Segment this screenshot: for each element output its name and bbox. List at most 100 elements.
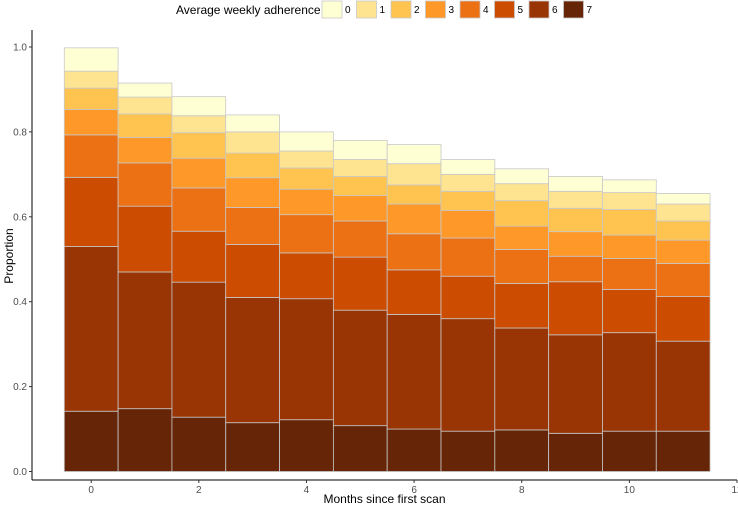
x-tick-label: 2 <box>196 485 202 496</box>
bar-segment-month-1-level-3 <box>117 137 173 164</box>
bar-segment-month-9-level-4 <box>548 255 603 283</box>
legend: Average weekly adherence 0 1 2 3 4 5 6 7 <box>176 0 593 19</box>
legend-label-5: 5 <box>518 5 524 16</box>
x-ticks: 0 2 4 6 8 10 12 <box>88 480 738 496</box>
axes: 0 2 4 6 8 10 12 0.0 0.2 0.4 0.6 0.8 1.0 <box>13 30 738 496</box>
bar-segment-month-4-level-5 <box>279 252 334 300</box>
bar-segment-month-7-level-2 <box>440 190 496 211</box>
bar-segment-month-6-level-7 <box>386 428 442 472</box>
legend-label-7: 7 <box>587 5 593 16</box>
y-tick-label: 0.6 <box>13 212 27 223</box>
legend-key-5 <box>494 0 515 19</box>
bar-segment-month-4-level-6 <box>279 298 334 421</box>
bar-segment-month-10-level-7 <box>602 430 657 472</box>
x-tick-label: 0 <box>88 485 94 496</box>
bar-segment-month-0-level-7 <box>63 410 119 472</box>
bar-segment-month-6-level-3 <box>386 203 442 235</box>
legend-key-6 <box>528 0 550 19</box>
bar-segment-month-11-level-2 <box>655 220 711 241</box>
legend-key-7 <box>563 0 584 19</box>
bar-segment-month-9-level-1 <box>548 190 603 209</box>
bar-segment-month-5-level-3 <box>332 195 388 222</box>
bar-segment-month-6-level-6 <box>386 314 442 430</box>
legend-label-6: 6 <box>552 5 558 16</box>
bar-segment-month-6-level-4 <box>386 233 442 271</box>
bar-segment-month-0-level-5 <box>63 176 119 247</box>
bar-segment-month-7-level-0 <box>440 159 496 175</box>
bar-segment-month-4-level-7 <box>279 419 334 472</box>
bar-segment-month-0-level-2 <box>63 87 119 110</box>
x-tick-label: 4 <box>304 485 310 496</box>
bar-segment-month-3-level-4 <box>225 207 280 245</box>
bar-segment-month-10-level-3 <box>602 234 657 259</box>
bar-segment-month-0-level-1 <box>63 70 119 89</box>
bar-segment-month-3-level-0 <box>225 114 280 133</box>
x-tick-label: 10 <box>624 485 636 496</box>
bar-segment-month-6-level-5 <box>386 269 442 315</box>
bar-segment-month-0-level-3 <box>63 108 119 136</box>
bar-segment-month-10-level-2 <box>602 209 657 236</box>
y-ticks: 0.0 0.2 0.4 0.6 0.8 1.0 <box>13 42 32 478</box>
bar-segment-month-2-level-6 <box>171 281 227 418</box>
bar-segment-month-4-level-0 <box>279 131 334 152</box>
bar-segment-month-8-level-1 <box>494 183 550 202</box>
bar-segment-month-8-level-6 <box>494 327 550 431</box>
bar-segment-month-9-level-7 <box>548 432 603 472</box>
bar-segment-month-2-level-2 <box>171 132 227 159</box>
y-tick-label: 0.2 <box>13 382 27 393</box>
y-tick-label: 1.0 <box>13 42 27 53</box>
legend-label-1: 1 <box>380 5 386 16</box>
bar-segment-month-2-level-3 <box>171 157 227 189</box>
bar-segment-month-2-level-0 <box>171 96 227 117</box>
legend-key-2 <box>390 0 412 19</box>
y-axis-title: Proportion <box>2 228 16 283</box>
legend-items: 0 1 2 3 4 5 6 7 <box>321 0 593 19</box>
bar-segment-month-11-level-1 <box>655 203 711 222</box>
bar-segment-month-5-level-7 <box>332 425 388 472</box>
bar-segment-month-1-level-2 <box>117 113 173 138</box>
x-tick-label: 12 <box>731 485 738 496</box>
bar-segment-month-0-level-6 <box>63 246 119 412</box>
bar-segment-month-5-level-6 <box>332 309 388 427</box>
y-tick-label: 0.8 <box>13 127 27 138</box>
bar-segment-month-1-level-1 <box>117 96 173 115</box>
y-tick-label: 0.4 <box>13 297 27 308</box>
bar-segment-month-9-level-3 <box>548 231 603 257</box>
bar-segment-month-4-level-3 <box>279 188 334 216</box>
bar-segment-month-7-level-6 <box>440 318 496 432</box>
legend-title: Average weekly adherence <box>176 3 321 17</box>
bar-segment-month-8-level-7 <box>494 429 550 472</box>
bar-segment-month-7-level-5 <box>440 275 496 320</box>
bar-segment-month-3-level-1 <box>225 131 280 154</box>
bar-segment-month-2-level-7 <box>171 416 227 472</box>
bar-segment-month-2-level-4 <box>171 187 227 232</box>
x-tick-label: 6 <box>411 485 417 496</box>
bar-segment-month-1-level-7 <box>117 408 173 472</box>
bar-segment-month-1-level-0 <box>117 82 173 98</box>
bar-segment-month-5-level-4 <box>332 220 388 258</box>
bar-segment-month-8-level-4 <box>494 249 550 284</box>
bar-segment-month-11-level-6 <box>655 340 711 432</box>
bar-segment-month-3-level-5 <box>225 243 280 298</box>
y-tick-label: 0.0 <box>13 467 27 478</box>
bar-segment-month-5-level-1 <box>332 159 388 177</box>
bar-segment-month-8-level-5 <box>494 283 550 329</box>
bar-segment-month-6-level-2 <box>386 184 442 205</box>
bar-segment-month-9-level-2 <box>548 207 603 233</box>
bar-segment-month-4-level-2 <box>279 167 334 190</box>
legend-label-0: 0 <box>345 5 351 16</box>
bar-segment-month-7-level-7 <box>440 430 496 472</box>
legend-label-3: 3 <box>449 5 455 16</box>
bar-segment-month-8-level-3 <box>494 225 550 250</box>
bar-segment-month-5-level-5 <box>332 256 388 311</box>
bar-segment-month-10-level-4 <box>602 257 657 290</box>
bar-segment-month-10-level-1 <box>602 192 657 210</box>
bar-segment-month-9-level-6 <box>548 334 603 434</box>
bar-segment-month-1-level-6 <box>117 271 173 410</box>
legend-label-2: 2 <box>414 5 420 16</box>
legend-key-4 <box>459 0 481 19</box>
bar-segment-month-10-level-5 <box>602 288 657 334</box>
bar-segment-month-8-level-0 <box>494 168 550 185</box>
bar-segment-month-1-level-5 <box>117 205 173 273</box>
